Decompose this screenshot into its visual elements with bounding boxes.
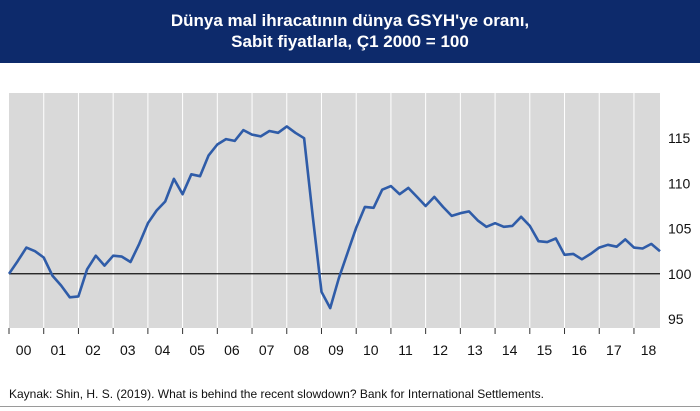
x-tick-label: 02 (85, 342, 101, 358)
series-line (7, 125, 661, 310)
chart-area: 95 100 105 110 115 00 01 02 03 04 05 06 07 08 09 10 11 1… (0, 63, 700, 363)
x-tick-label: 04 (155, 342, 171, 358)
x-tick-label: 15 (537, 342, 553, 358)
x-tick-label: 01 (51, 342, 67, 358)
x-tick-label: 10 (363, 342, 379, 358)
x-tick-label: 18 (641, 342, 657, 358)
y-tick-label: 110 (668, 175, 691, 191)
vertical-gridlines (43, 93, 635, 328)
y-tick-label: 100 (668, 266, 692, 282)
chart-title-banner: Dünya mal ihracatının dünya GSYH'ye oran… (0, 0, 700, 63)
line-chart: 95 100 105 110 115 00 01 02 03 04 05 06 07 08 09 10 11 1… (7, 93, 692, 358)
x-tick-label: 05 (189, 342, 205, 358)
source-note: Kaynak: Shin, H. S. (2019). What is behi… (9, 387, 544, 401)
x-tick-label: 12 (432, 342, 448, 358)
chart-title-line1: Dünya mal ihracatının dünya GSYH'ye oran… (170, 11, 530, 30)
chart-title-line2: Sabit fiyatlarla, Ç1 2000 = 100 (231, 32, 469, 51)
x-tick-label: 14 (502, 342, 518, 358)
x-tick-label: 16 (571, 342, 587, 358)
x-tick-label: 11 (398, 342, 413, 358)
x-tick-label: 17 (606, 342, 622, 358)
x-tick-label: 00 (16, 342, 32, 358)
x-tick-labels: 00 01 02 03 04 05 06 07 08 09 10 11 12 13 14 15 16 17 18 (8, 328, 657, 358)
x-tick-label: 07 (259, 342, 275, 358)
x-tick-label: 13 (467, 342, 483, 358)
x-tick-label: 03 (120, 342, 136, 358)
y-tick-label: 95 (668, 311, 684, 327)
bottom-divider (0, 406, 700, 407)
x-tick-label: 09 (328, 342, 344, 358)
x-tick-label: 06 (224, 342, 240, 358)
y-tick-label: 105 (668, 221, 692, 237)
x-tick-label: 08 (294, 342, 310, 358)
y-tick-label: 115 (668, 130, 691, 146)
y-tick-labels: 95 100 105 110 115 (668, 130, 692, 327)
